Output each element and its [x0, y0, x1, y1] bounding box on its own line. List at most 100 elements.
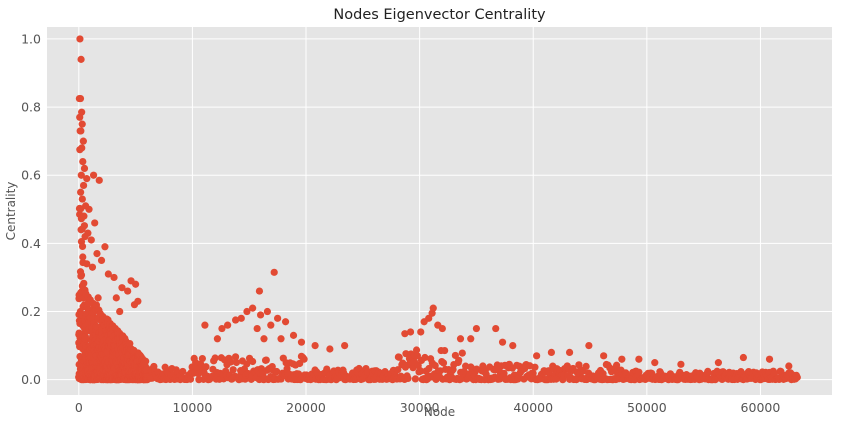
data-point [91, 219, 99, 227]
data-point [425, 364, 433, 373]
data-point [412, 346, 421, 354]
data-point [260, 335, 268, 343]
data-point [179, 367, 187, 376]
data-point [202, 363, 210, 371]
data-point [267, 321, 275, 329]
data-point [547, 348, 555, 357]
data-point [406, 328, 415, 336]
y-tick-label: 0.8 [21, 100, 41, 115]
data-point [198, 354, 206, 363]
data-point [533, 352, 541, 360]
data-point [249, 304, 257, 312]
data-point [132, 280, 140, 288]
data-point [395, 353, 403, 361]
data-point [142, 357, 150, 365]
data-point [458, 349, 466, 357]
x-tick-label: 10000 [173, 400, 213, 415]
x-tick-label: 20000 [286, 400, 326, 415]
data-point [326, 345, 334, 353]
data-point [89, 171, 98, 179]
data-point [585, 341, 593, 350]
data-point [93, 249, 101, 258]
data-point [263, 307, 271, 316]
data-point [651, 359, 659, 367]
data-point [273, 367, 281, 376]
data-point [456, 335, 465, 343]
data-point [83, 175, 91, 183]
data-point [76, 94, 85, 103]
data-point [472, 324, 481, 333]
data-point [635, 368, 643, 376]
data-point [311, 341, 319, 350]
data-point [704, 367, 712, 376]
data-point [81, 232, 89, 241]
data-point [253, 324, 261, 333]
data-point [492, 324, 500, 333]
data-point [79, 157, 87, 166]
data-point [785, 362, 793, 370]
data-point [262, 356, 270, 364]
data-point [341, 341, 349, 350]
data-point [394, 366, 402, 374]
y-tick-label: 0.4 [21, 236, 41, 251]
data-point [498, 338, 507, 346]
data-point [274, 314, 282, 322]
data-point [79, 253, 87, 261]
data-point [78, 195, 86, 203]
data-point [81, 333, 90, 341]
x-tick-label: 60000 [741, 400, 781, 415]
data-point [104, 270, 112, 278]
plot-background [47, 27, 832, 395]
data-point [613, 361, 621, 369]
data-point [600, 352, 608, 360]
chart-title: Nodes Eigenvector Centrality [333, 7, 546, 23]
data-point [438, 324, 446, 333]
data-point [565, 348, 574, 357]
data-point [110, 273, 118, 282]
data-point [256, 311, 265, 319]
data-point [231, 353, 240, 361]
data-point [76, 35, 84, 43]
data-point [77, 171, 85, 179]
data-point [97, 256, 106, 265]
data-point [211, 354, 219, 362]
data-point [130, 301, 139, 309]
data-point [76, 113, 84, 121]
data-point [255, 287, 264, 295]
data-point [85, 205, 93, 213]
data-point [186, 375, 195, 383]
x-tick-label: 30000 [400, 400, 440, 415]
data-point [677, 360, 685, 368]
data-point [232, 358, 241, 367]
y-tick-label: 0.2 [21, 304, 41, 319]
data-point [87, 236, 95, 244]
data-point [78, 120, 86, 128]
data-point [582, 362, 590, 370]
data-point [431, 361, 439, 370]
data-point [112, 294, 120, 302]
tick-labels: 0 10000 20000 30000 40000 50000 60000 0.0 0.2 0.4… [21, 31, 780, 415]
data-point [77, 188, 85, 196]
x-tick-label: 0 [75, 400, 83, 415]
data-point [270, 268, 278, 276]
data-point [77, 55, 85, 63]
data-point [80, 279, 88, 287]
data-points [75, 35, 801, 384]
data-point [420, 318, 428, 326]
data-point [243, 307, 251, 316]
data-point [124, 287, 132, 295]
data-point [439, 359, 448, 367]
data-point [116, 307, 124, 316]
data-point [455, 356, 463, 364]
y-tick-label: 0.6 [21, 168, 41, 183]
x-axis-title: Node [424, 405, 455, 419]
data-point [793, 373, 801, 381]
data-point [243, 360, 251, 368]
data-point [765, 355, 774, 363]
data-point [268, 363, 276, 371]
data-point [531, 363, 539, 371]
data-point [500, 369, 508, 377]
data-point [289, 331, 298, 339]
